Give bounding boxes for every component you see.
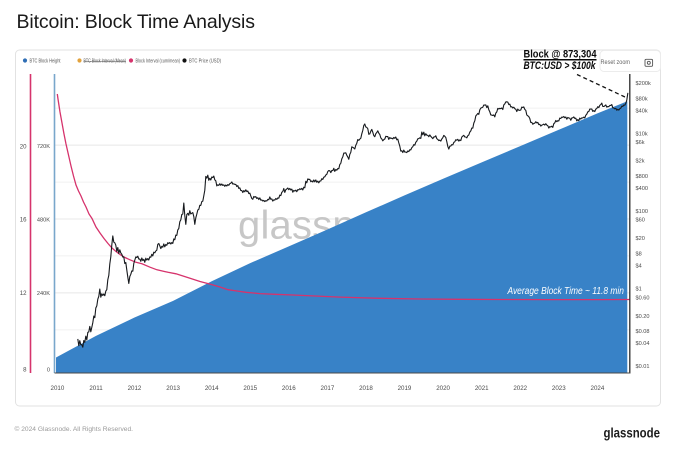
svg-text:$2k: $2k (636, 159, 645, 165)
svg-text:glassnode: glassnode (604, 425, 661, 441)
svg-text:$6k: $6k (636, 140, 645, 146)
svg-text:2016: 2016 (282, 385, 296, 392)
svg-text:2024: 2024 (591, 385, 605, 392)
svg-text:$1: $1 (636, 287, 642, 293)
svg-text:$0.08: $0.08 (636, 329, 650, 335)
svg-text:$60: $60 (636, 218, 645, 224)
svg-text:2021: 2021 (475, 385, 489, 392)
svg-text:$0.20: $0.20 (636, 314, 650, 320)
svg-text:480K: 480K (37, 218, 50, 224)
svg-text:240K: 240K (37, 291, 50, 297)
svg-text:Average Block Time ~ 11.8 min: Average Block Time ~ 11.8 min (507, 285, 624, 297)
svg-text:2018: 2018 (359, 385, 373, 392)
svg-text:Block @ 873,304: Block @ 873,304 (524, 49, 598, 61)
svg-text:2017: 2017 (321, 385, 335, 392)
svg-text:$20: $20 (636, 236, 645, 242)
svg-text:2013: 2013 (166, 385, 180, 392)
svg-text:2014: 2014 (205, 385, 219, 392)
svg-text:BTC Block Height: BTC Block Height (30, 59, 61, 65)
svg-text:2023: 2023 (552, 385, 566, 392)
svg-text:Bitcoin: Block Time Analysis: Bitcoin: Block Time Analysis (17, 11, 256, 33)
svg-text:$0.60: $0.60 (636, 295, 650, 301)
svg-text:$10k: $10k (636, 132, 648, 138)
svg-text:2019: 2019 (398, 385, 412, 392)
svg-text:2020: 2020 (436, 385, 450, 392)
svg-text:20: 20 (20, 143, 27, 150)
svg-text:720K: 720K (37, 144, 50, 150)
svg-text:Reset zoom: Reset zoom (601, 60, 631, 66)
svg-text:2022: 2022 (513, 385, 527, 392)
svg-text:$40k: $40k (636, 108, 648, 114)
svg-text:$0.04: $0.04 (636, 341, 650, 347)
svg-text:Block Interval (cum/mean): Block Interval (cum/mean) (136, 59, 181, 65)
svg-text:2015: 2015 (243, 385, 257, 392)
svg-text:0: 0 (47, 367, 50, 373)
svg-text:$100: $100 (636, 209, 648, 215)
svg-text:12: 12 (20, 290, 27, 297)
svg-text:8: 8 (23, 367, 27, 374)
svg-text:© 2024 Glassnode. All Rights R: © 2024 Glassnode. All Rights Reserved. (15, 425, 134, 433)
svg-text:16: 16 (20, 217, 27, 224)
svg-text:$200k: $200k (636, 81, 651, 87)
svg-text:BTC Price (USD): BTC Price (USD) (189, 59, 221, 65)
svg-text:$800: $800 (636, 174, 648, 180)
svg-text:2012: 2012 (128, 385, 142, 392)
svg-text:$0.01: $0.01 (636, 364, 650, 370)
svg-text:BTC Block Interval (Mean): BTC Block Interval (Mean) (84, 59, 127, 65)
svg-text:BTC:USD > $100k: BTC:USD > $100k (524, 60, 597, 72)
svg-text:2010: 2010 (51, 385, 65, 392)
svg-text:$8: $8 (636, 252, 642, 258)
svg-text:2011: 2011 (89, 385, 103, 392)
svg-text:$4: $4 (636, 263, 642, 269)
svg-text:$400: $400 (636, 186, 648, 192)
svg-text:$80k: $80k (636, 97, 648, 103)
